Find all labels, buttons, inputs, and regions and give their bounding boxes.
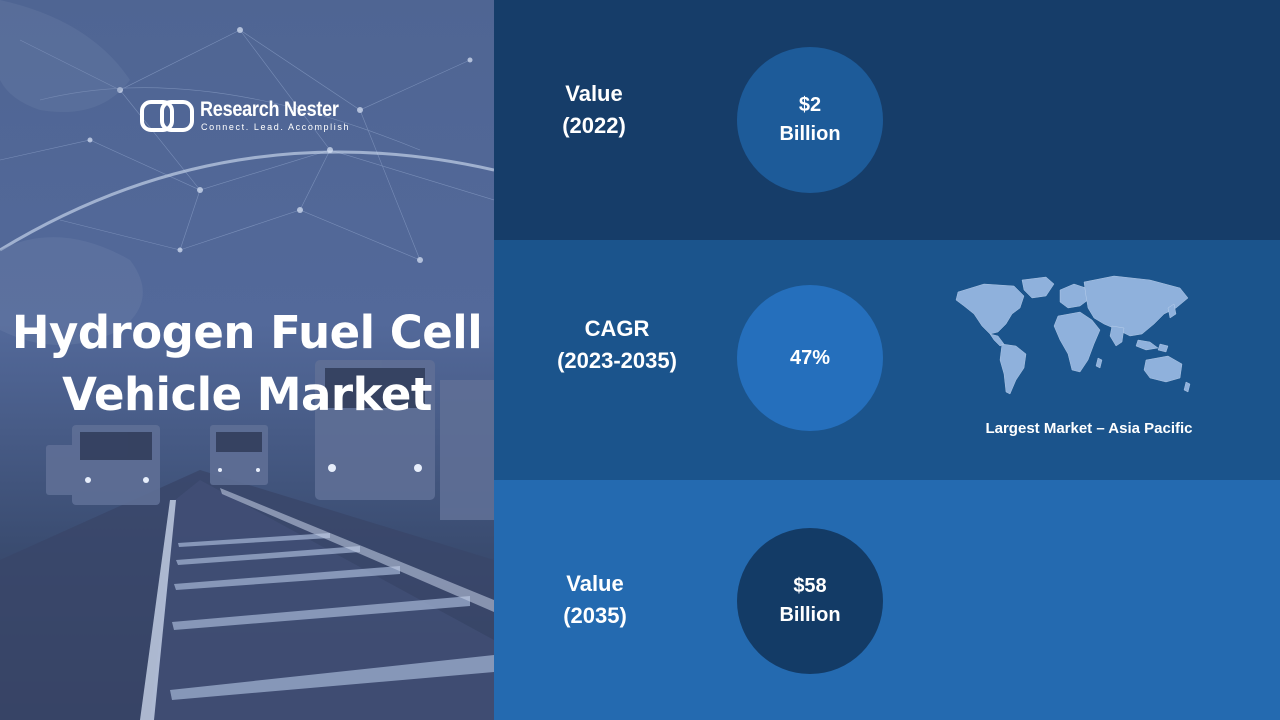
largest-market-caption: Largest Market – Asia Pacific [985, 420, 1193, 437]
stat-band-value-2035: Value (2035) $58 Billion [494, 480, 1280, 720]
stat-value-circle: 47% [737, 285, 883, 431]
research-nester-logo-icon [140, 100, 194, 132]
stat-label-line-1: Value [566, 571, 624, 596]
world-map-icon [955, 275, 1191, 395]
stat-label-line-2: (2022) [562, 113, 626, 138]
stat-value-line-2: Billion [779, 123, 841, 145]
stat-label: Value (2022) [494, 78, 694, 142]
stat-label: Value (2035) [495, 568, 695, 632]
title-line-1: Hydrogen Fuel Cell [11, 306, 483, 359]
page-title: Hydrogen Fuel Cell Vehicle Market [0, 302, 494, 426]
stat-label: CAGR (2023-2035) [517, 313, 717, 377]
brand-name: Research Nester [200, 98, 339, 121]
stat-label-line-2: (2023-2035) [557, 348, 677, 373]
stat-value-circle: $58 Billion [737, 528, 883, 674]
stat-value-circle: $2 Billion [737, 47, 883, 193]
stat-value-line-1: $58 [793, 575, 827, 597]
brand-tagline: Connect. Lead. Accomplish [201, 122, 351, 132]
stat-label-line-1: CAGR [584, 316, 650, 341]
stat-band-value-2022: Value (2022) $2 Billion [494, 0, 1280, 240]
brand-logo: Research Nester Connect. Lead. Accomplis… [140, 98, 360, 134]
stat-label-line-2: (2035) [563, 603, 627, 628]
stat-value-line-1: 47% [789, 346, 831, 369]
stat-value-line-2: Billion [779, 604, 841, 626]
title-line-2: Vehicle Market [62, 368, 432, 421]
hero-panel: Research Nester Connect. Lead. Accomplis… [0, 0, 494, 720]
stat-label-line-1: Value [565, 81, 623, 106]
highway-background [0, 0, 494, 720]
stat-band-cagr: CAGR (2023-2035) 47% [494, 240, 1280, 480]
stat-value-line-1: $2 [798, 94, 822, 116]
